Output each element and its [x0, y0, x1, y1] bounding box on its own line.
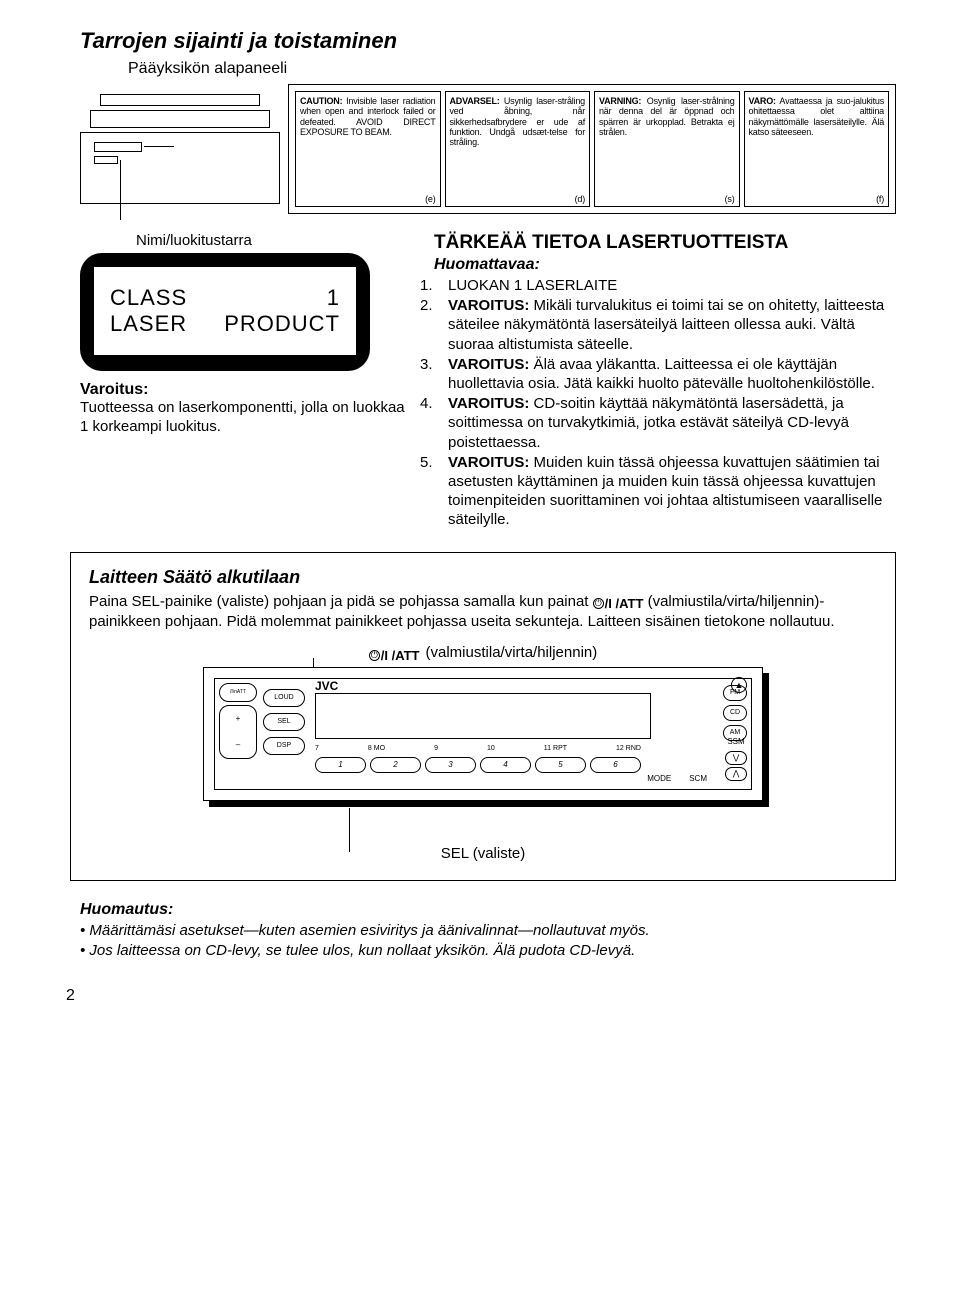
note-head: Huomautus:	[80, 901, 896, 919]
preset-row: 12 34 56	[315, 757, 641, 773]
page-number: 2	[66, 987, 896, 1005]
mode-label: MODE	[647, 774, 671, 783]
sel-button: SEL	[263, 713, 305, 731]
radio-diagram: ▲ /I\nATT +– LOUD SEL DSP JVC	[203, 667, 763, 801]
loud-button: LOUD	[263, 689, 305, 707]
seek-down-icon: ⋁	[725, 751, 747, 765]
warn-caution: CAUTION: Invisible laser radiation when …	[295, 91, 441, 207]
seek-up-icon: ⋀	[725, 767, 747, 781]
sel-callout: SEL (valiste)	[89, 845, 877, 862]
reset-body: Paina SEL-painike (valiste) pohjaan ja p…	[89, 592, 877, 631]
warn-varo: VARO: Avattaessa ja suo-jalukitus ohitet…	[744, 91, 890, 207]
varoitus-head: Varoitus:	[80, 381, 410, 399]
volume-rocker: +–	[219, 705, 257, 759]
fm-button: FM	[723, 685, 747, 701]
warning-list: 1.LUOKAN 1 LASERLAITE 2.VAROITUS: Mikäli…	[434, 276, 896, 529]
warn-advarsel: ADVARSEL: Usynlig laser-stråling ved åbn…	[445, 91, 591, 207]
att-button: /I\nATT	[219, 683, 257, 702]
unit-diagram	[80, 84, 280, 214]
brand-label: JVC	[315, 679, 338, 693]
varoitus-body: Tuotteessa on laserkomponentti, jolla on…	[80, 399, 410, 437]
name-sticker-label: Nimi/luokitustarra	[136, 232, 410, 249]
important-head: TÄRKEÄÄ TIETOA LASERTUOTTEISTA	[434, 232, 896, 254]
dsp-button: DSP	[263, 737, 305, 755]
reset-box: Laitteen Säätö alkutilaan Paina SEL-pain…	[70, 552, 896, 880]
warning-boxes: CAUTION: Invisible laser radiation when …	[288, 84, 896, 214]
note-list: • Määrittämäsi asetukset—kuten asemien e…	[80, 921, 896, 962]
panel-subtitle: Pääyksikön alapaneeli	[128, 60, 896, 78]
ssm-label: SSM	[725, 735, 747, 749]
important-sub: Huomattavaa:	[434, 256, 896, 274]
reset-head: Laitteen Säätö alkutilaan	[89, 567, 877, 588]
warn-varning: VARNING: Osynlig laser-strålning när den…	[594, 91, 740, 207]
power-label: (valmiustila/virta/hiljennin)	[426, 644, 598, 661]
power-att-icon: ⏻/I /ATT	[369, 648, 420, 663]
lcd-display	[315, 693, 651, 739]
power-att-icon: ⏻/I /ATT	[593, 596, 644, 613]
cd-button: CD	[723, 705, 747, 721]
page-title: Tarrojen sijainti ja toistaminen	[80, 28, 896, 54]
scm-label: SCM	[689, 774, 707, 783]
class-plate: CLASS1 LASERPRODUCT	[80, 253, 370, 371]
